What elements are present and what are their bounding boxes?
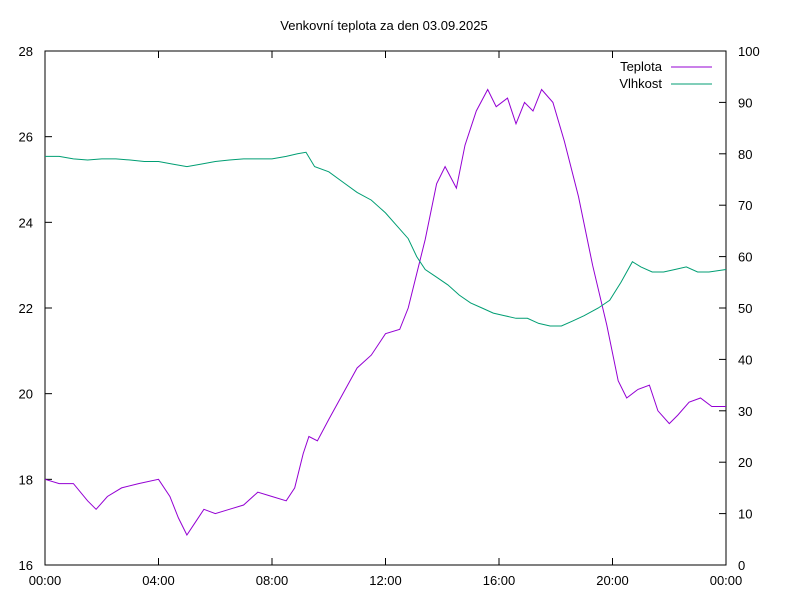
y2-tick-label: 40 bbox=[738, 352, 752, 367]
y2-tick-label: 20 bbox=[738, 455, 752, 470]
y2-tick-label: 100 bbox=[738, 44, 760, 59]
y-tick-label: 18 bbox=[19, 472, 33, 487]
x-tick-label: 00:00 bbox=[29, 573, 62, 588]
plot-border bbox=[44, 50, 727, 566]
y-tick-label: 16 bbox=[19, 558, 33, 573]
y-axis-right: 0 10 20 30 40 50 60 70 80 90 100 bbox=[719, 44, 760, 573]
legend: Teplota Vlhkost bbox=[619, 59, 712, 91]
y-tick-label: 24 bbox=[19, 215, 33, 230]
y-tick-label: 20 bbox=[19, 387, 33, 402]
y-tick-label: 26 bbox=[19, 130, 33, 145]
y-tick-label: 28 bbox=[19, 44, 33, 59]
legend-label-vlhkost: Vlhkost bbox=[619, 76, 662, 91]
y2-tick-label: 60 bbox=[738, 250, 752, 265]
y2-tick-label: 90 bbox=[738, 95, 752, 110]
legend-label-teplota: Teplota bbox=[620, 59, 663, 74]
y-tick-label: 22 bbox=[19, 301, 33, 316]
x-tick-label: 20:00 bbox=[596, 573, 629, 588]
chart-title: Venkovní teplota za den 03.09.2025 bbox=[280, 18, 487, 33]
x-tick-label: 12:00 bbox=[369, 573, 402, 588]
y2-tick-label: 50 bbox=[738, 301, 752, 316]
y2-tick-label: 70 bbox=[738, 198, 752, 213]
x-tick-label: 04:00 bbox=[142, 573, 175, 588]
x-tick-label: 16:00 bbox=[483, 573, 516, 588]
series-lines bbox=[44, 88, 727, 536]
y-axis-left: 16 18 20 22 24 26 28 bbox=[19, 44, 52, 573]
x-tick-label: 08:00 bbox=[256, 573, 289, 588]
y2-tick-label: 30 bbox=[738, 404, 752, 419]
y2-tick-label: 80 bbox=[738, 147, 752, 162]
x-axis: 00:00 04:00 08:00 12:00 16:00 20:00 00:00 bbox=[29, 51, 743, 588]
series-line-teplota bbox=[44, 88, 726, 536]
series-line-vlhkost bbox=[45, 151, 727, 327]
x-tick-label: 00:00 bbox=[710, 573, 743, 588]
y2-tick-label: 0 bbox=[738, 558, 745, 573]
y2-tick-label: 10 bbox=[738, 507, 752, 522]
